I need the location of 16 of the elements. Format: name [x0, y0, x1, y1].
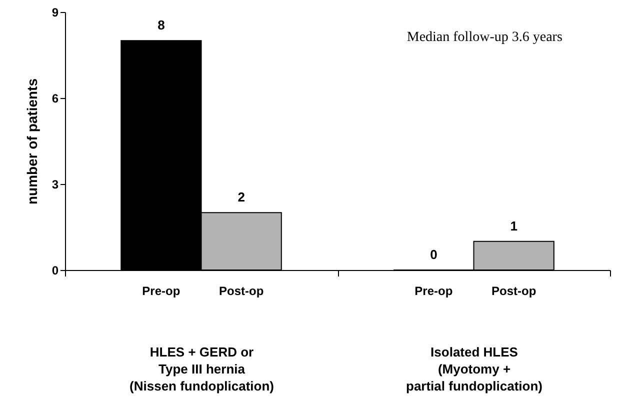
- x-tick-label: HLES + GERD or Type III hernia (Nissen fundoplication): [130, 344, 274, 394]
- text: Post-op: [491, 284, 536, 298]
- data-label: 0: [430, 247, 438, 262]
- y-tick-label: 0: [52, 264, 59, 278]
- y-tick-label: 6: [52, 92, 59, 106]
- series-label: Pre-op: [142, 284, 180, 298]
- data-label: 1: [510, 218, 518, 234]
- data-label: 8: [158, 18, 165, 33]
- x-tick-label: Isolated HLES (Myotomy + partial fundoplication): [406, 344, 542, 394]
- data-label: 2: [238, 190, 245, 205]
- text: Pre-op: [414, 284, 453, 298]
- y-tick-label: 3: [52, 178, 59, 192]
- annotation: Median follow-up 3.6 years: [406, 30, 562, 45]
- series-label: Post-op: [218, 284, 264, 298]
- y-tick-label: 9: [52, 6, 59, 20]
- y-axis-title: number of patients: [24, 78, 40, 205]
